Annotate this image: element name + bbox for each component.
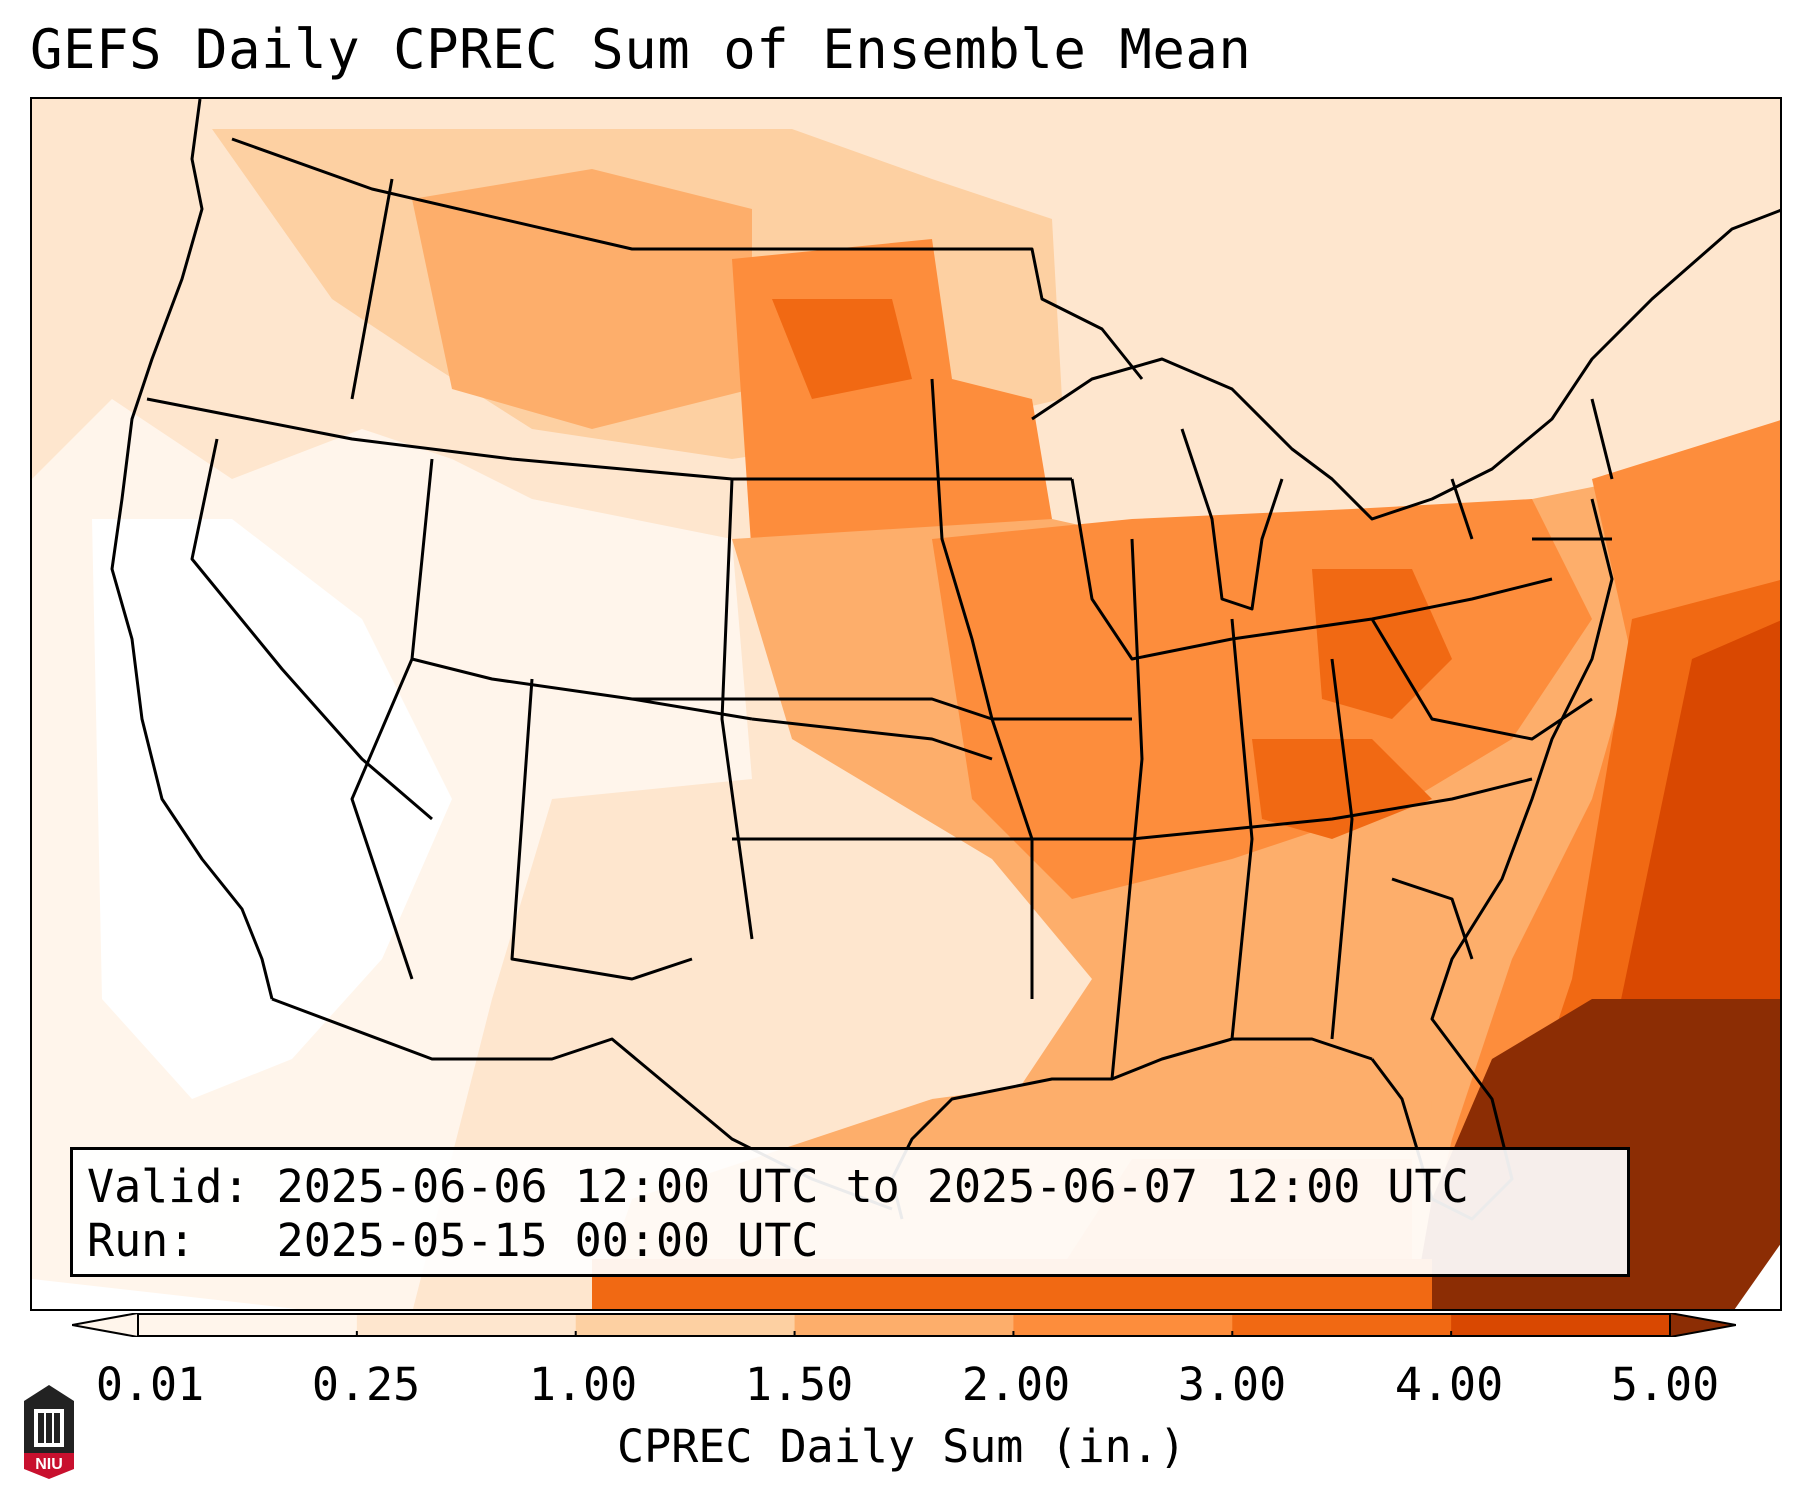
colorbar-segment [1232, 1313, 1452, 1337]
colorbar-segment [1013, 1313, 1233, 1337]
colorbar-tick-label: 0.01 [95, 1358, 205, 1411]
valid-run-info-box: Valid: 2025-06-06 12:00 UTC to 2025-06-0… [70, 1147, 1630, 1277]
colorbar-tick-label: 3.00 [1177, 1358, 1287, 1411]
colorbar [72, 1313, 1736, 1337]
colorbar-tick-label: 1.50 [744, 1358, 854, 1411]
colorbar-tick-label: 4.00 [1394, 1358, 1504, 1411]
colorbar-label: CPREC Daily Sum (in.) [617, 1420, 1186, 1473]
precip-map [32, 99, 1780, 1309]
map-panel: Valid: 2025-06-06 12:00 UTC to 2025-06-0… [30, 97, 1782, 1311]
colorbar-tick-label: 0.25 [311, 1358, 421, 1411]
colorbar-extend-low [72, 1313, 139, 1337]
state-borders [110, 99, 1780, 1221]
colorbar-segment [794, 1313, 1014, 1337]
plot-title: GEFS Daily CPREC Sum of Ensemble Mean [30, 18, 1252, 81]
colorbar-tick-label: 5.00 [1610, 1358, 1720, 1411]
precip-shading [32, 99, 1780, 1309]
niu-logo [24, 1385, 74, 1479]
colorbar-segment [1451, 1313, 1671, 1337]
run-time-line: Run: 2025-05-15 00:00 UTC [87, 1214, 819, 1267]
valid-time-line: Valid: 2025-06-06 12:00 UTC to 2025-06-0… [87, 1160, 1469, 1213]
colorbar-segment [356, 1313, 577, 1337]
colorbar-extend-high [1669, 1313, 1736, 1337]
niu-logo-text: NIU [35, 1456, 63, 1473]
colorbar-outline [137, 1313, 1671, 1337]
colorbar-tick-label: 2.00 [961, 1358, 1071, 1411]
colorbar-tick-label: 1.00 [528, 1358, 638, 1411]
colorbar-segment [575, 1313, 796, 1337]
niu-logo-band [24, 1453, 74, 1479]
colorbar-segment [138, 1313, 358, 1337]
